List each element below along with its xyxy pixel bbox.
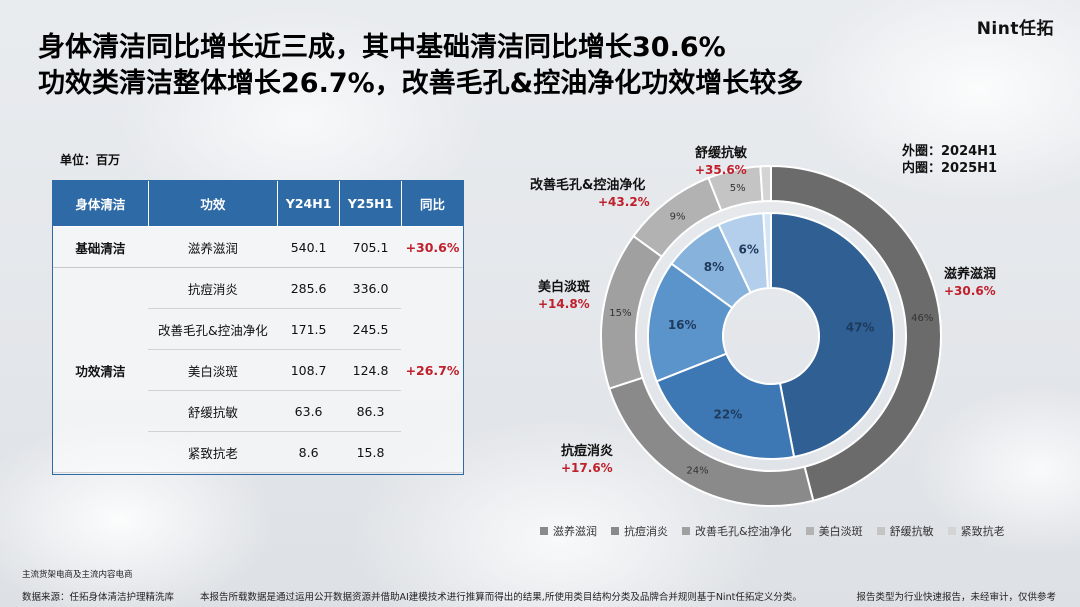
page-title: 身体清洁同比增长近三成，其中基础清洁同比增长30.6% 功效类清洁整体增长26.… <box>38 30 803 102</box>
y25-cell: 705.1 <box>339 226 402 268</box>
y24-cell: 108.7 <box>277 349 340 391</box>
y25-cell: 86.3 <box>339 390 402 432</box>
legend-item: 舒缓抗敏 <box>876 523 934 539</box>
footer: 数据来源：任拓身体清洁护理精洗库 本报告所载数据是通过运用公开数据资源并借助AI… <box>0 583 1080 607</box>
outer-ring-label-1: 24% <box>686 466 708 477</box>
annotation-name: 抗痘消炎 <box>561 444 614 459</box>
inner-ring-label-1: 22% <box>714 407 743 421</box>
legend-swatch <box>611 527 619 535</box>
legend-swatch <box>947 527 956 535</box>
annotation-whitening: 美白淡斑 +14.8% <box>538 279 590 313</box>
outer-ring-label-0: 46% <box>911 313 933 324</box>
inner-ring-slice-1 <box>655 352 796 460</box>
legend-label: 紧致抗老 <box>960 525 1005 538</box>
inner-ring-label-0: 47% <box>846 321 875 335</box>
effect-cell: 滋养滋润 <box>148 226 278 268</box>
effect-cell: 美白淡斑 <box>148 349 278 391</box>
annotation-soothing: 舒缓抗敏 +35.6% <box>695 145 747 179</box>
ring-legend-outer: 外圈：2024H1 <box>902 144 998 159</box>
annotation-growth: +30.6% <box>944 284 996 298</box>
annotation-name: 美白淡斑 <box>538 280 591 295</box>
table-row: 基础清洁 滋养滋润 540.1 705.1 +30.6% <box>52 226 464 268</box>
effect-cell: 抗痘消炎 <box>148 267 278 309</box>
footer-source: 数据来源：任拓身体清洁护理精洗库 <box>22 592 175 603</box>
table-header-row: 身体清洁 功效 Y24H1 Y25H1 同比 <box>52 180 465 227</box>
outer-ring-slice-5 <box>759 164 772 203</box>
y25-cell: 124.8 <box>339 349 402 391</box>
legend-swatch <box>805 527 814 535</box>
y24-cell: 171.5 <box>277 308 340 350</box>
y25-cell: 15.8 <box>339 431 402 473</box>
annotation-growth: +35.6% <box>695 163 747 177</box>
brand-logo: Nint任拓 <box>976 19 1054 39</box>
legend-label: 美白淡斑 <box>818 525 863 538</box>
y24-cell: 285.6 <box>277 267 340 309</box>
y25-cell: 336.0 <box>339 267 402 309</box>
table-row: 功效清洁 抗痘消炎 285.6 336.0 +26.7% <box>52 267 464 473</box>
ring-legend: 外圈：2024H1 内圈：2025H1 <box>902 143 997 177</box>
legend-swatch <box>876 527 885 535</box>
outer-ring-label-2: 15% <box>609 308 631 319</box>
legend-item: 改善毛孔&控油净化 <box>682 523 792 539</box>
legend-label: 改善毛孔&控油净化 <box>695 525 792 538</box>
inner-ring-label-4: 6% <box>739 242 759 256</box>
legend-label: 舒缓抗敏 <box>889 525 934 538</box>
inner-ring-label-2: 16% <box>668 318 697 332</box>
effect-cell: 改善毛孔&控油净化 <box>148 308 278 350</box>
effect-cell: 紧致抗老 <box>148 431 278 473</box>
inner-ring-slice-5 <box>762 211 772 290</box>
title-line-1: 身体清洁同比增长近三成，其中基础清洁同比增长30.6% <box>38 32 726 63</box>
table-row: 美白淡斑 108.7 124.8 <box>53 349 464 391</box>
footer-report-type: 报告类型为行业快速报告，未经审计，仅供参考 <box>856 592 1056 603</box>
chart-legend: 滋养滋润 抗痘消炎 改善毛孔&控油净化 美白淡斑 舒缓抗敏 紧致抗老 <box>540 523 1005 539</box>
footnote: 主流货架电商及主流内容电商 <box>22 570 133 580</box>
title-line-2: 功效类清洁整体增长26.7%，改善毛孔&控油净化功效增长较多 <box>38 68 804 99</box>
annotation-pore-control: 改善毛孔&控油净化 +43.2% <box>530 177 650 211</box>
table-row: 紧致抗老 8.6 15.8 <box>53 431 464 473</box>
annotation-growth: +43.2% <box>598 195 650 209</box>
outer-ring-label-3: 9% <box>670 212 686 223</box>
header-y24: Y24H1 <box>277 180 341 227</box>
unit-label: 单位：百万 <box>60 153 121 167</box>
effect-cell: 舒缓抗敏 <box>148 390 278 432</box>
annotation-name: 舒缓抗敏 <box>695 146 748 161</box>
y25-cell: 245.5 <box>339 308 402 350</box>
annotation-name: 改善毛孔&控油净化 <box>530 178 646 193</box>
table-row: 改善毛孔&控油净化 171.5 245.5 <box>53 308 464 350</box>
group-cell: 功效清洁 <box>52 267 149 473</box>
header-effect: 功效 <box>147 180 279 227</box>
annotation-growth: +17.6% <box>561 461 613 475</box>
ring-legend-inner: 内圈：2025H1 <box>902 161 998 176</box>
y24-cell: 63.6 <box>277 390 340 432</box>
legend-swatch <box>540 527 548 535</box>
header-y25: Y25H1 <box>339 180 402 227</box>
group-cell: 基础清洁 <box>52 226 149 268</box>
annotation-growth: +14.8% <box>538 297 590 311</box>
yoy-cell: +26.7% <box>401 267 464 473</box>
annotation-acne: 抗痘消炎 +17.6% <box>561 443 613 477</box>
legend-item: 美白淡斑 <box>805 523 863 539</box>
legend-swatch <box>682 527 690 535</box>
header-yoy: 同比 <box>400 180 465 227</box>
data-table: 身体清洁 功效 Y24H1 Y25H1 同比 基础清洁 滋养滋润 540.1 7… <box>52 180 465 473</box>
y24-cell: 8.6 <box>277 431 340 473</box>
outer-ring-slice-0 <box>770 164 942 502</box>
annotation-name: 滋养滋润 <box>944 267 997 282</box>
yoy-cell: +30.6% <box>401 226 464 268</box>
legend-label: 滋养滋润 <box>553 525 597 538</box>
table-row: 舒缓抗敏 63.6 86.3 <box>53 390 464 432</box>
legend-item: 滋养滋润 <box>540 523 597 539</box>
legend-item: 抗痘消炎 <box>611 523 668 539</box>
inner-ring-slice-0 <box>770 211 895 458</box>
outer-ring-label-4: 5% <box>730 183 746 194</box>
legend-label: 抗痘消炎 <box>624 525 668 538</box>
annotation-nourishing: 滋养滋润 +30.6% <box>944 266 996 300</box>
legend-item: 紧致抗老 <box>947 523 1005 539</box>
header-category: 身体清洁 <box>52 180 149 227</box>
y24-cell: 540.1 <box>277 226 340 268</box>
inner-ring-label-3: 8% <box>704 260 724 274</box>
footer-description: 本报告所载数据是通过运用公开数据资源并借助AI建模技术进行推算而得出的结果,所使… <box>200 592 802 603</box>
